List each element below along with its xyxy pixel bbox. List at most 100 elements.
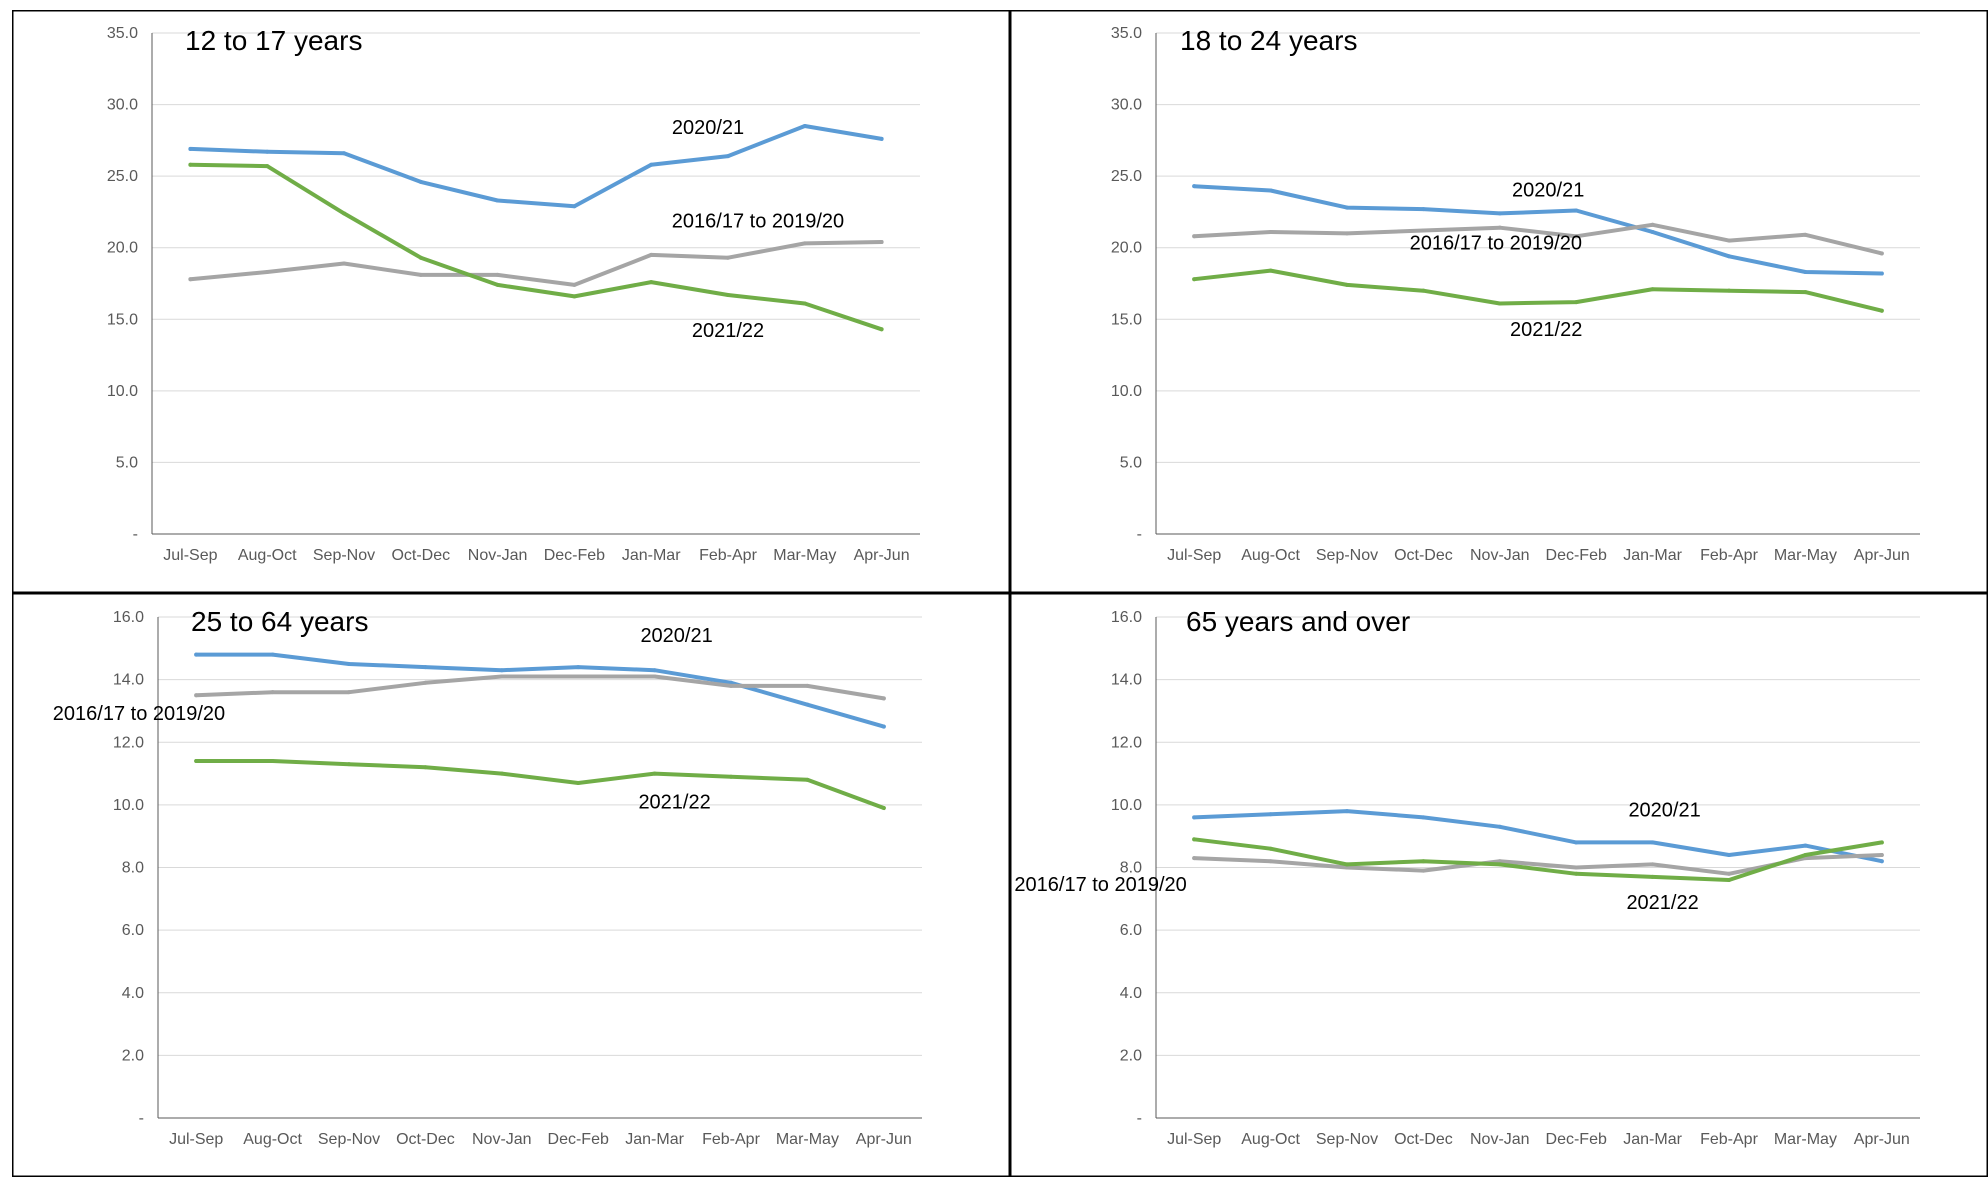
data-point-2016-17-to-2019-20: [1879, 251, 1884, 256]
y-tick-label: 14.0: [113, 672, 144, 689]
data-point-2016-17-to-2019-20: [1268, 229, 1273, 234]
data-point-2020-21: [1650, 840, 1655, 845]
panel-title: 25 to 64 years: [191, 606, 368, 637]
x-tick-label: Jul-Sep: [1167, 547, 1221, 564]
y-tick-label: 10.0: [107, 383, 138, 400]
data-point-2016-17-to-2019-20: [1192, 856, 1197, 861]
data-point-2016-17-to-2019-20: [265, 270, 270, 275]
y-tick-label: 10.0: [1111, 383, 1142, 400]
data-point-2021-22: [347, 762, 351, 767]
data-point-2016-17-to-2019-20: [1268, 859, 1273, 864]
series-label-2021-22: 2021/22: [638, 792, 710, 814]
x-tick-label: Jan-Mar: [625, 1131, 684, 1148]
data-point-2021-22: [342, 211, 346, 216]
data-point-2016-17-to-2019-20: [188, 277, 193, 282]
series-line-2021-22: [1192, 268, 1884, 313]
data-point-2020-21: [1650, 229, 1655, 234]
data-point-2020-21: [188, 146, 193, 151]
y-tick-label: 12.0: [1111, 734, 1142, 751]
data-point-2021-22: [1192, 837, 1197, 842]
x-tick-label: Apr-Jun: [1854, 547, 1910, 564]
y-tick-label: 6.0: [122, 922, 144, 939]
x-tick-label: Aug-Oct: [1241, 1131, 1300, 1148]
x-tick-label: Nov-Jan: [1470, 1131, 1530, 1148]
x-tick-label: Apr-Jun: [1854, 1131, 1910, 1148]
x-tick-label: Mar-May: [773, 547, 836, 564]
data-point-2020-21: [1192, 184, 1197, 189]
data-point-2016-17-to-2019-20: [652, 674, 657, 679]
data-point-2016-17-to-2019-20: [1345, 865, 1349, 870]
x-tick-label: Mar-May: [1774, 1131, 1837, 1148]
data-point-2016-17-to-2019-20: [342, 261, 346, 266]
data-point-2016-17-to-2019-20: [805, 683, 810, 688]
data-point-2020-21: [729, 680, 733, 685]
y-tick-label: 2.0: [1120, 1047, 1142, 1064]
data-point-2021-22: [576, 780, 581, 785]
data-point-2021-22: [1650, 874, 1655, 879]
series-label-2020-21: 2020/21: [640, 625, 712, 647]
y-tick-label: -: [1137, 1110, 1142, 1127]
panel-title: 18 to 24 years: [1180, 25, 1357, 56]
chart-svg: - 5.0 10.0 15.0 20.0 25.0 30.0 35.0 Jul-Sep Aug-O…: [12, 10, 1010, 593]
y-tick-label: 6.0: [1120, 922, 1142, 939]
series-line-2016-17-to-2019-20: [194, 674, 886, 701]
data-point-2021-22: [1345, 282, 1349, 287]
series-line-2016-17-to-2019-20: [1192, 222, 1884, 256]
data-point-2020-21: [881, 724, 886, 729]
x-tick-label: Aug-Oct: [1241, 547, 1300, 564]
data-point-2016-17-to-2019-20: [726, 255, 730, 260]
y-tick-label: 4.0: [1120, 985, 1142, 1002]
x-tick-label: Sep-Nov: [313, 547, 375, 564]
series-line-2021-22: [1192, 837, 1884, 882]
data-point-2020-21: [652, 668, 657, 673]
data-point-2016-17-to-2019-20: [802, 241, 807, 246]
data-point-2016-17-to-2019-20: [270, 690, 275, 695]
series-label-2020-21: 2020/21: [1512, 179, 1584, 201]
data-point-2021-22: [423, 765, 428, 770]
data-point-2021-22: [802, 301, 807, 306]
data-point-2021-22: [1345, 862, 1349, 867]
y-tick-label: 16.0: [113, 609, 144, 626]
data-point-2016-17-to-2019-20: [1727, 238, 1731, 243]
y-tick-label: -: [1137, 526, 1142, 543]
data-point-2016-17-to-2019-20: [1574, 865, 1579, 870]
x-tick-label: Nov-Jan: [468, 547, 528, 564]
x-tick-label: Jul-Sep: [169, 1131, 223, 1148]
data-point-2016-17-to-2019-20: [1803, 232, 1808, 237]
y-tick-label: 15.0: [107, 311, 138, 328]
panel-12-to-17-years: - 5.0 10.0 15.0 20.0 25.0 30.0 35.0 Jul-Sep Aug-O…: [12, 10, 1010, 593]
x-tick-label: Jan-Mar: [1623, 1131, 1682, 1148]
x-tick-label: Dec-Feb: [544, 547, 605, 564]
data-point-2020-21: [1497, 824, 1502, 829]
data-point-2020-21: [265, 149, 270, 154]
x-tick-label: Apr-Jun: [854, 547, 910, 564]
panel-border: [12, 593, 1010, 1177]
data-point-2021-22: [1727, 878, 1731, 883]
data-point-2021-22: [499, 771, 504, 776]
data-point-2020-21: [347, 661, 351, 666]
x-tick-label: Feb-Apr: [699, 547, 757, 564]
data-point-2021-22: [652, 771, 657, 776]
data-point-2016-17-to-2019-20: [576, 674, 581, 679]
data-point-2021-22: [1879, 308, 1884, 313]
data-point-2020-21: [1879, 271, 1884, 276]
y-tick-label: 10.0: [1111, 797, 1142, 814]
data-point-2016-17-to-2019-20: [1345, 231, 1349, 236]
series-line-2020-21: [1192, 184, 1884, 276]
data-point-2021-22: [270, 759, 275, 764]
data-point-2016-17-to-2019-20: [649, 252, 654, 257]
y-tick-label: 35.0: [107, 25, 138, 42]
data-point-2020-21: [1421, 815, 1426, 820]
x-tick-label: Mar-May: [1774, 547, 1837, 564]
data-point-2021-22: [1879, 840, 1884, 845]
series-line-2020-21: [194, 652, 886, 729]
y-tick-label: 4.0: [122, 985, 144, 1002]
data-point-2020-21: [1497, 211, 1502, 216]
data-point-2016-17-to-2019-20: [881, 696, 886, 701]
data-point-2021-22: [1574, 871, 1579, 876]
y-tick-label: 15.0: [1111, 311, 1142, 328]
data-point-2021-22: [1268, 846, 1273, 851]
data-point-2016-17-to-2019-20: [495, 272, 500, 277]
data-point-2020-21: [576, 665, 581, 670]
y-tick-label: -: [139, 1110, 144, 1127]
